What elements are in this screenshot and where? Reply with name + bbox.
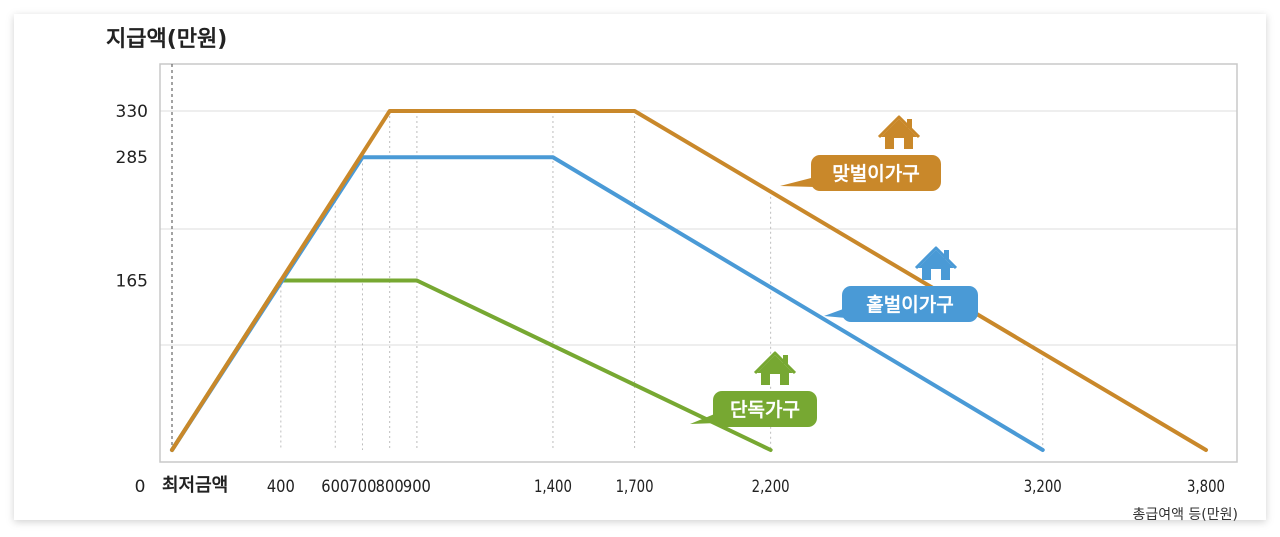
house-icon [877,115,921,149]
x-tick-zero: 0 [135,477,146,497]
house-icon-door [894,138,904,149]
series-label-0: 맞벌이가구 [780,115,941,191]
x-tick-label: 3,200 [1024,477,1062,497]
x-tick-label: 400 [267,477,295,497]
x-axis-label: 총급여액 등(만원) [1132,507,1238,523]
y-tick-label: 285 [116,148,148,168]
series-name: 맞벌이가구 [832,163,919,185]
series-lines [170,109,1208,452]
y-tick-label: 165 [116,272,148,292]
x-tick-label: 600 [321,477,349,497]
house-icon-door [931,269,941,280]
house-icon-roof [877,115,921,139]
series-label-1: 홑벌이가구 [824,246,978,322]
x-tick-label: 900 [403,477,431,497]
callout-tail [824,308,846,318]
y-tick-label: 330 [116,102,148,122]
house-icon-body [918,250,954,280]
house-icon [753,351,797,385]
house-icon-roof [753,351,797,375]
x-tick-label: 3,800 [1187,477,1225,497]
house-icon-roof [914,246,958,270]
x-tick-label: 800 [376,477,404,497]
series-name: 단독가구 [730,399,800,421]
series-name: 홑벌이가구 [866,293,953,316]
x-tick-label: 1,700 [616,477,654,497]
house-icon-chimney [783,355,788,364]
series-line [170,109,1208,452]
series-label-2: 단독가구 [690,351,817,427]
callout-tail [780,177,815,187]
callout-box [811,155,941,191]
plot-area-frame [159,63,1238,463]
house-icon-body [881,119,917,149]
card-background [14,14,1266,520]
callout-box [713,391,817,427]
callout-tail [690,413,717,424]
callout-box [842,286,978,322]
house-icon-door [770,374,780,385]
house-icon-chimney [944,250,949,259]
house-icon [914,246,958,280]
grid [160,110,1237,346]
house-icon-body [757,355,793,385]
x-tick-label: 1,400 [534,477,572,497]
y-axis-label: 지급액(만원) [106,27,227,52]
x-tick-label: 700 [348,477,376,497]
x-tick-origin-label: 최저금액 [162,475,228,496]
axes: 지급액(만원) 총급여액 등(만원) 0 최저금액 400 600 700 800 90… [106,27,1238,523]
house-icon-chimney [907,119,912,128]
x-tick-label: 2,200 [752,477,790,497]
